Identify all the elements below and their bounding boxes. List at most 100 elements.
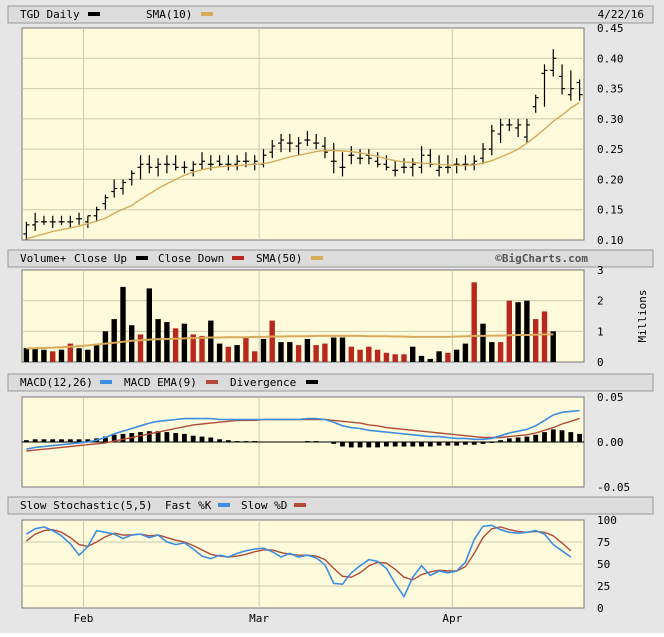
macd-line xyxy=(26,409,580,450)
x-tick-label: Apr xyxy=(442,612,462,625)
y-tick-label: 0.35 xyxy=(597,83,624,96)
fast-k-label: Fast %K xyxy=(165,499,212,512)
ohlc-bar xyxy=(567,70,574,101)
divergence-bar xyxy=(480,442,486,444)
divergence-bar xyxy=(375,442,380,448)
y-tick-label: 0.40 xyxy=(597,52,624,65)
volume-bar xyxy=(339,337,346,362)
ohlc-bar xyxy=(383,155,390,171)
volume-bar xyxy=(252,351,258,362)
divergence-bar xyxy=(111,434,117,442)
y-tick-label: 0 xyxy=(597,356,604,369)
price-legend-swatch xyxy=(88,12,100,16)
volume-bar xyxy=(102,331,109,362)
volume-bar xyxy=(269,320,275,362)
ohlc-bar xyxy=(40,215,47,225)
chart-date: 4/22/16 xyxy=(598,8,644,21)
divergence-bar xyxy=(146,431,152,442)
volume-bar xyxy=(85,349,91,362)
ohlc-bar xyxy=(392,161,399,177)
volume-bar xyxy=(410,346,416,362)
divergence-bar xyxy=(498,440,503,442)
divergence-bar xyxy=(533,434,539,442)
volume-sma-swatch xyxy=(311,256,323,260)
ohlc-bar xyxy=(49,215,56,228)
divergence-bar xyxy=(331,442,337,444)
divergence-bar xyxy=(24,440,29,442)
volume-bar xyxy=(32,348,38,362)
volume-bar xyxy=(295,345,302,362)
divergence-bar xyxy=(190,435,196,442)
ohlc-bar xyxy=(541,64,548,107)
ohlc-bar xyxy=(102,194,109,210)
divergence-bar xyxy=(217,439,222,442)
divergence-bar xyxy=(384,442,389,447)
stochastic-title: Slow Stochastic(5,5) xyxy=(20,499,152,512)
macd-title: MACD(12,26) xyxy=(20,376,93,389)
ohlc-bar xyxy=(374,152,381,168)
volume-bar xyxy=(550,331,556,362)
volume-bars xyxy=(23,282,556,362)
divergence-bar xyxy=(155,431,161,442)
x-tick-label: Feb xyxy=(74,612,94,625)
divergence-bar xyxy=(225,440,231,442)
volume-bar xyxy=(453,349,460,362)
ohlc-bar xyxy=(163,155,170,174)
stochastic-header-bar xyxy=(7,496,654,515)
divergence-bar xyxy=(305,441,310,442)
volume-bar xyxy=(181,323,188,362)
ohlc-bar xyxy=(128,170,135,186)
divergence-bar xyxy=(234,441,240,442)
divergence-bar xyxy=(85,439,91,442)
volume-bar xyxy=(155,319,161,362)
macd-ema-label: MACD EMA(9) xyxy=(124,376,197,389)
ohlc-bar xyxy=(269,140,276,159)
y-tick-label: 3 xyxy=(597,264,604,277)
volume-bar xyxy=(541,311,548,362)
stochastic-grid xyxy=(22,520,584,608)
macd-ema-swatch xyxy=(206,380,218,384)
volume-bar xyxy=(497,342,504,362)
macd-panel: MACD(12,26) MACD EMA(9) Divergence -0.05… xyxy=(7,373,654,494)
divergence-bar xyxy=(515,437,521,442)
divergence-bar xyxy=(410,442,416,447)
ohlc-bar xyxy=(497,118,504,144)
x-axis: Feb Mar Apr xyxy=(74,612,463,625)
volume-bar xyxy=(427,358,433,362)
ohlc-bar xyxy=(32,212,39,231)
volume-bar xyxy=(120,286,126,362)
volume-bar xyxy=(76,348,82,362)
volume-bar xyxy=(137,334,144,362)
volume-bar xyxy=(50,351,56,362)
divergence-bar xyxy=(199,436,205,442)
y-tick-label: 25 xyxy=(597,580,610,593)
divergence-bar xyxy=(340,442,345,447)
divergence-bar xyxy=(67,439,73,442)
volume-bar xyxy=(392,354,398,362)
ohlc-bar xyxy=(400,158,407,174)
y-tick-label: 0.10 xyxy=(597,234,624,247)
divergence-bar xyxy=(542,432,547,442)
divergence-swatch xyxy=(306,380,318,384)
ohlc-bar xyxy=(67,215,74,228)
volume-bar xyxy=(278,342,284,362)
y-tick-label: 100 xyxy=(597,514,617,527)
volume-bar xyxy=(287,342,293,362)
volume-bar xyxy=(357,349,363,362)
divergence-bar xyxy=(577,433,582,442)
close-down-swatch xyxy=(232,256,244,260)
y-tick-label: 0 xyxy=(597,602,604,615)
volume-y-axis: 0 1 2 3 xyxy=(597,264,604,369)
volume-bar xyxy=(515,302,521,362)
y-tick-label: -0.05 xyxy=(597,481,630,494)
price-sma-line xyxy=(26,101,580,240)
volume-bar xyxy=(533,319,539,362)
volume-bar xyxy=(313,345,319,362)
divergence-bar xyxy=(436,442,442,446)
divergence-bar xyxy=(164,432,170,442)
ohlc-bar xyxy=(234,155,241,171)
y-tick-label: 0.05 xyxy=(597,391,624,404)
divergence-bar xyxy=(59,439,64,442)
volume-bar xyxy=(208,320,214,362)
